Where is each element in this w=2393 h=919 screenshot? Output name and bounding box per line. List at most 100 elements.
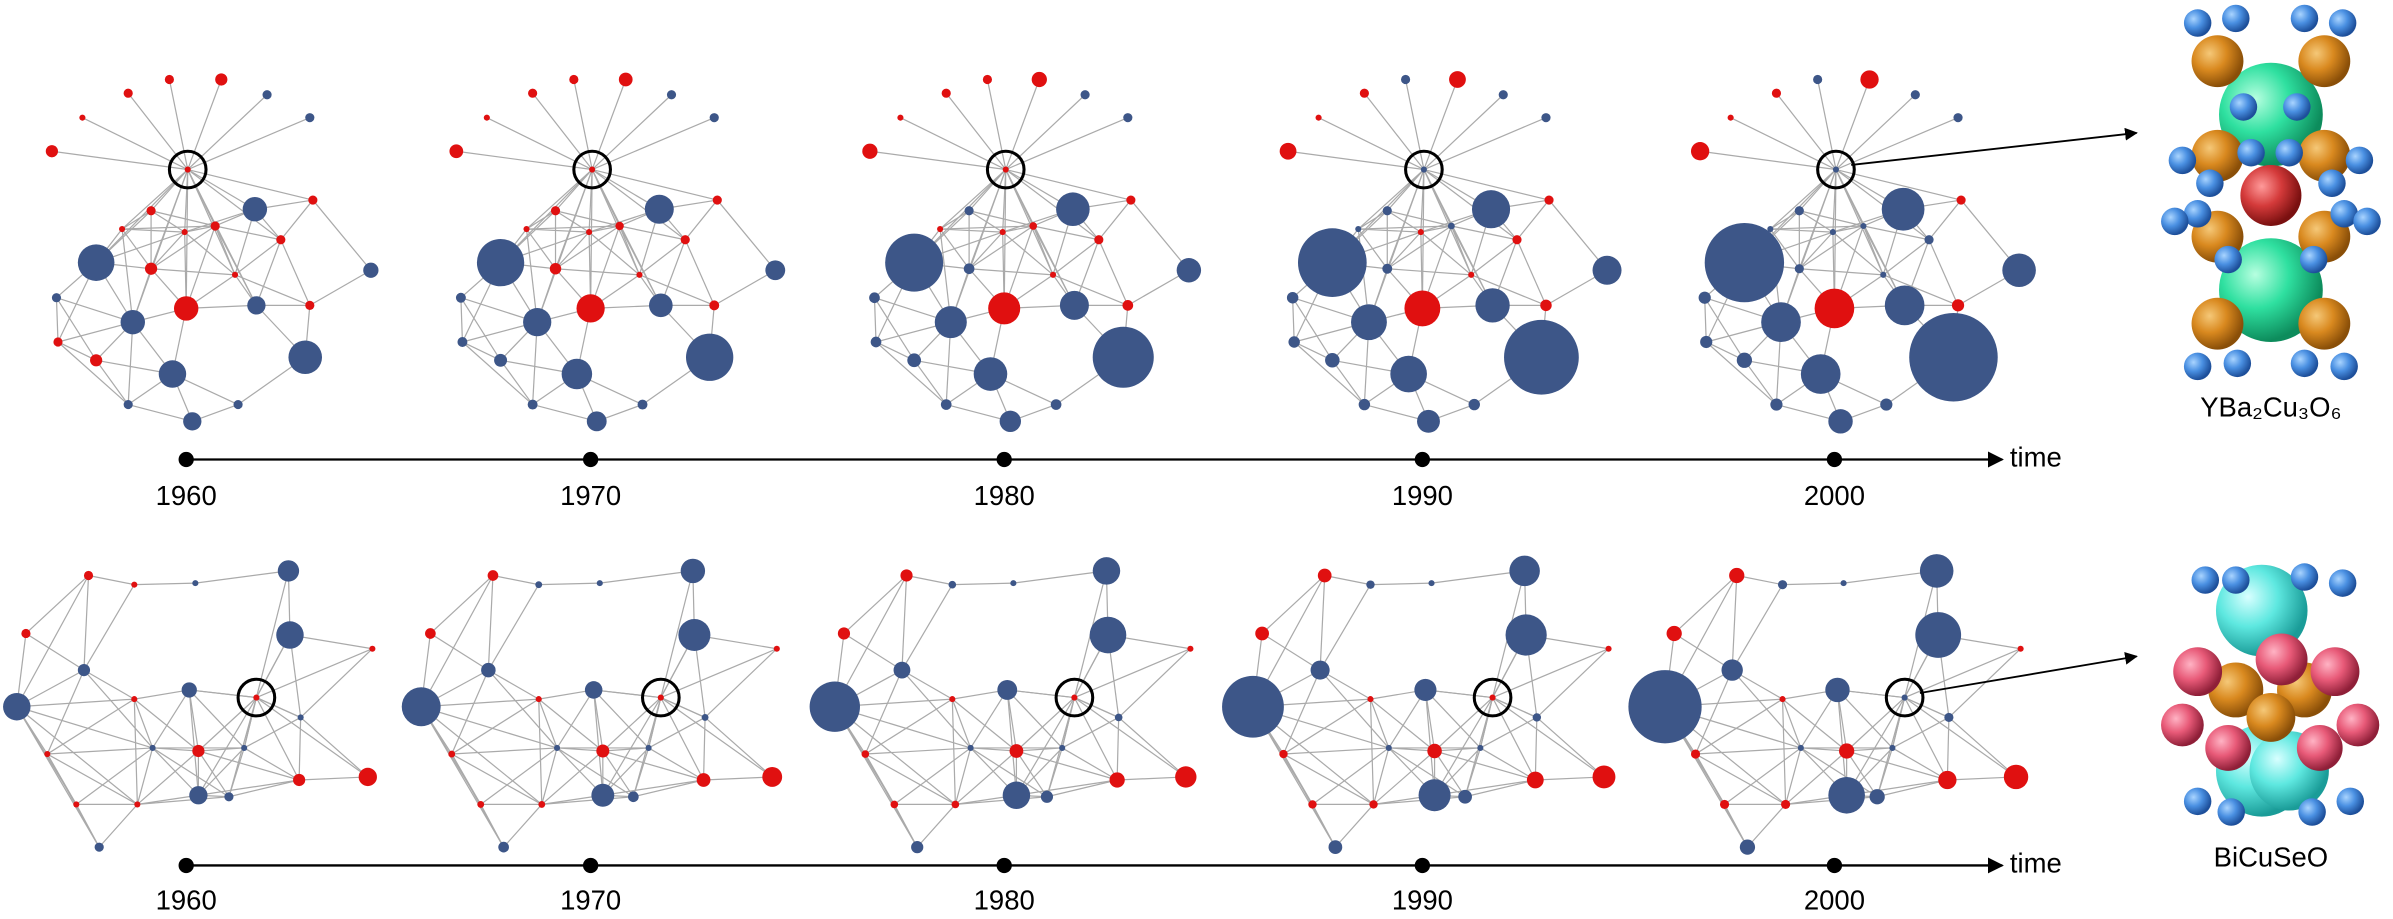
node <box>1114 713 1123 722</box>
edge <box>503 804 543 848</box>
edge <box>951 699 956 805</box>
node <box>1721 659 1743 681</box>
pointer-arrow <box>1919 651 2138 694</box>
edge <box>593 689 661 699</box>
crystals <box>2161 4 2381 826</box>
edge <box>901 669 953 700</box>
network <box>862 71 1202 433</box>
edge <box>588 169 593 233</box>
edge <box>462 341 501 361</box>
edge <box>873 297 915 361</box>
edge <box>1799 268 1884 276</box>
edge <box>968 231 1004 270</box>
edge <box>462 341 534 406</box>
node <box>215 73 228 86</box>
edge <box>1673 632 1733 671</box>
node <box>1779 696 1786 703</box>
edge <box>289 634 302 718</box>
edge <box>969 268 1054 276</box>
node <box>1592 255 1622 285</box>
node <box>837 627 851 640</box>
node <box>911 841 924 854</box>
atom <box>2336 703 2380 747</box>
node <box>1704 222 1785 303</box>
edge <box>256 697 301 718</box>
node <box>1909 312 1998 402</box>
atom <box>2310 647 2360 697</box>
node <box>591 783 615 807</box>
edge <box>460 297 464 343</box>
node <box>1187 645 1194 652</box>
edge <box>526 210 556 230</box>
network <box>1222 555 1616 855</box>
edge <box>1117 776 1186 781</box>
edge <box>1404 79 1425 170</box>
node <box>1288 336 1300 348</box>
edge <box>1775 92 1837 170</box>
edge <box>660 648 778 699</box>
node <box>477 800 485 808</box>
edge <box>1731 575 1738 671</box>
node <box>1359 88 1369 98</box>
node <box>1390 355 1427 393</box>
edge <box>1061 747 1118 781</box>
node <box>1951 299 1965 312</box>
edge <box>57 341 97 361</box>
node <box>1317 568 1332 583</box>
atom <box>2345 146 2374 175</box>
edge <box>243 747 300 781</box>
edge <box>1770 210 1800 230</box>
node <box>523 225 530 233</box>
atom <box>2168 146 2197 175</box>
node <box>1498 90 1508 100</box>
node <box>644 194 674 224</box>
edge <box>1130 199 1190 271</box>
edge <box>590 225 621 309</box>
edge <box>1892 747 1948 781</box>
node <box>1729 567 1745 584</box>
node <box>1719 799 1730 809</box>
network <box>1279 71 1622 433</box>
edge <box>1387 268 1472 276</box>
node <box>885 233 944 292</box>
node <box>1297 228 1367 297</box>
edge <box>1492 648 1609 699</box>
edge <box>875 341 915 361</box>
node <box>615 221 624 231</box>
edge <box>1388 689 1426 749</box>
edge <box>1074 648 1191 699</box>
node <box>1532 713 1542 722</box>
material-label: YBa₂Cu₃O₆ <box>2200 391 2341 422</box>
edge <box>1386 210 1422 233</box>
edge <box>1746 804 1787 848</box>
node <box>1002 781 1031 809</box>
edge <box>1535 776 1605 781</box>
edge <box>57 321 133 343</box>
year-label: 1990 <box>1392 884 1453 915</box>
edge <box>599 570 693 584</box>
edge <box>75 747 153 805</box>
atom <box>2196 169 2224 198</box>
edge <box>451 747 558 755</box>
node <box>645 744 652 751</box>
node <box>401 687 441 727</box>
network <box>809 557 1197 854</box>
edge <box>1423 117 1547 171</box>
edge <box>843 632 903 671</box>
node <box>862 143 878 159</box>
edge <box>1261 632 1321 671</box>
edge <box>1421 169 1425 309</box>
edge <box>215 225 281 241</box>
node <box>907 353 922 368</box>
edge <box>1319 584 1372 671</box>
node <box>1767 225 1774 233</box>
edge <box>704 648 778 718</box>
edge <box>1118 648 1191 718</box>
node <box>1123 113 1133 123</box>
edge <box>946 403 1011 422</box>
edge <box>16 698 135 708</box>
edge <box>1536 716 1605 778</box>
node <box>2002 253 2036 288</box>
edge <box>525 228 538 323</box>
edge <box>83 669 135 700</box>
